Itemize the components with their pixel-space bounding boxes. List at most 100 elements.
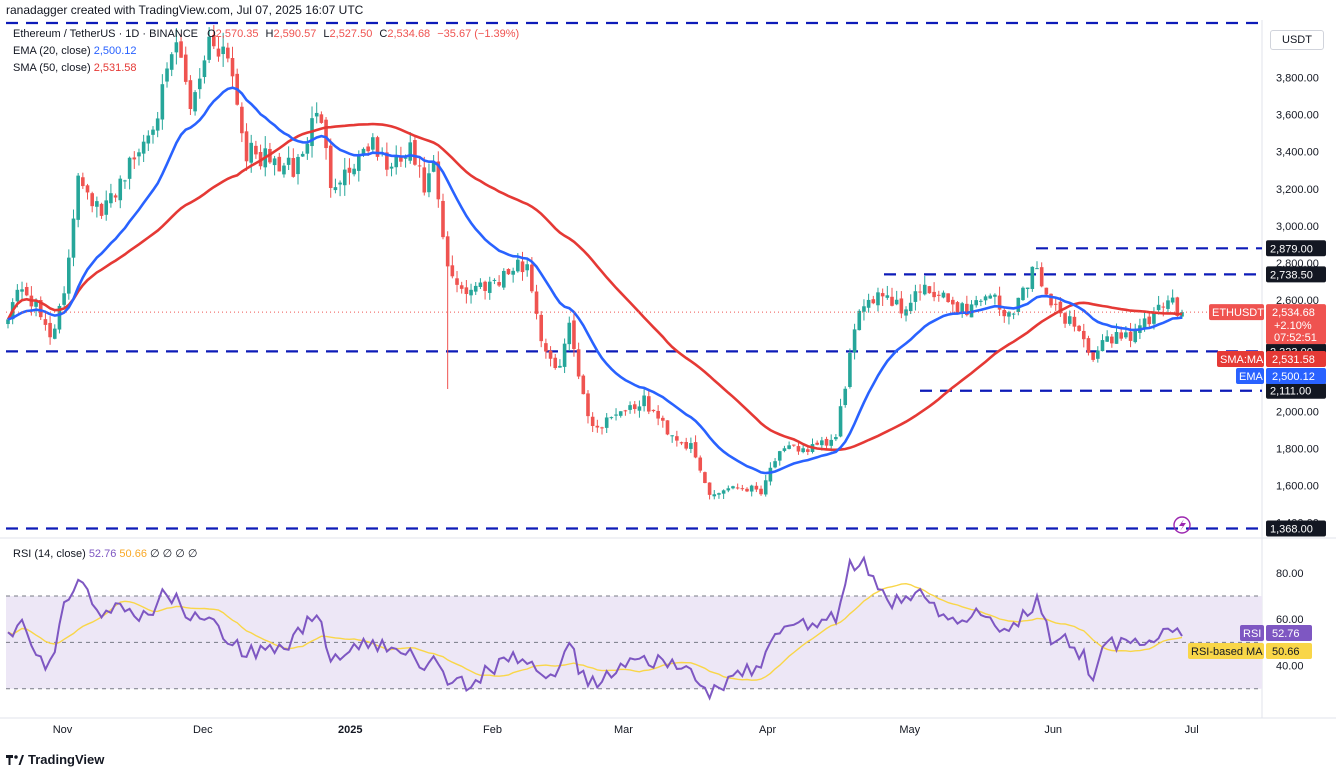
candle-body (754, 485, 759, 490)
candle-body (291, 158, 296, 177)
candle-body (576, 349, 581, 377)
candle (609, 416, 614, 420)
ema-tag-bg (1236, 368, 1264, 384)
candle-body (927, 286, 932, 294)
candle (838, 398, 843, 438)
sma-tag-text: SMA:MA (1220, 354, 1264, 366)
candle (675, 430, 679, 447)
candle-body (216, 48, 221, 57)
candle (922, 276, 927, 296)
candle (983, 294, 988, 305)
candle-body (544, 343, 548, 352)
tradingview-brand[interactable]: TradingView (6, 752, 104, 767)
currency-badge[interactable]: USDT (1270, 30, 1324, 50)
candle (464, 279, 469, 304)
candle-body (1175, 297, 1180, 316)
candle (76, 173, 80, 228)
candle-body (731, 486, 735, 489)
candle-body (244, 131, 249, 162)
candle-body (1170, 297, 1175, 303)
candle (277, 152, 282, 172)
candle (272, 155, 277, 176)
time-tick-label: Mar (614, 724, 633, 736)
candle-body (539, 314, 544, 342)
candle-body (721, 490, 726, 494)
candle (632, 401, 637, 414)
candle-body (501, 270, 506, 288)
candle-body (1124, 332, 1128, 338)
candle (665, 420, 670, 436)
price-tick-label: 2,000.00 (1276, 406, 1319, 418)
candle-body (908, 302, 913, 312)
level-label-bg (1266, 520, 1326, 537)
candle-body (595, 425, 600, 428)
low-value: 2,527.50 (329, 28, 373, 40)
sma-legend[interactable]: SMA (50, close) 2,531.58 (13, 62, 137, 74)
candle-body (829, 439, 834, 446)
level-label-text: 2,879.00 (1270, 243, 1313, 255)
level-label-bg (1266, 240, 1326, 257)
candle (955, 301, 960, 315)
candle (43, 310, 48, 331)
candle (408, 132, 413, 164)
sma-value-text: 2,531.58 (1272, 354, 1315, 366)
candle-body (394, 156, 399, 168)
ethusdt-price-tag: ETHUSDT 2,534.68+2.10%07:52:51 (1209, 304, 1326, 345)
candle-body (623, 410, 628, 412)
candle (544, 338, 548, 359)
candle-body (300, 153, 305, 157)
candle-body (1002, 309, 1007, 317)
candle-body (988, 295, 993, 299)
candle (689, 437, 693, 454)
ema-legend-value: 2,500.12 (93, 45, 137, 57)
candle-body (282, 165, 286, 175)
candle (207, 27, 211, 64)
lightning-icon (1173, 516, 1191, 534)
candle (1100, 334, 1105, 352)
candle-body (838, 406, 843, 437)
candle-body (656, 410, 660, 419)
candle-body (1039, 267, 1044, 287)
candle (506, 268, 511, 276)
candle (169, 52, 174, 77)
candle-body (305, 143, 310, 154)
candle-body (76, 175, 80, 220)
ema-legend[interactable]: EMA (20, close) 2,500.12 (13, 45, 137, 57)
candle (216, 36, 221, 62)
candle (866, 293, 871, 313)
candle (347, 158, 352, 185)
candle (763, 474, 768, 497)
candle-body (6, 319, 10, 325)
close-value: 2,534.68 (387, 28, 431, 40)
candle (1007, 310, 1011, 325)
candle-body (1096, 350, 1100, 359)
candle-body (1063, 313, 1067, 324)
candle-body (356, 156, 361, 171)
candle (791, 444, 796, 447)
candle (974, 295, 978, 308)
candle (899, 291, 904, 319)
candle (1021, 286, 1025, 301)
candle (483, 280, 487, 300)
candle-body (221, 46, 225, 55)
candle (375, 135, 380, 161)
candle (240, 102, 244, 143)
level-price-label: 2,738.50 (1266, 266, 1326, 283)
candle (371, 133, 375, 153)
candle (455, 271, 459, 293)
candle-body (371, 137, 375, 150)
candle-body (922, 284, 927, 295)
candle-body (880, 293, 885, 297)
candle-body (834, 437, 838, 440)
candle-body (1100, 340, 1105, 352)
candle-body (1110, 336, 1114, 344)
rsi-legend[interactable]: RSI (14, close) 52.76 50.66 ∅ ∅ ∅ ∅ (13, 547, 198, 560)
candle-body (511, 270, 515, 275)
candle (197, 68, 202, 99)
candle-body (1114, 332, 1119, 344)
candle (740, 484, 745, 491)
candle-body (212, 34, 216, 47)
candle (6, 319, 10, 329)
candle (679, 441, 684, 446)
